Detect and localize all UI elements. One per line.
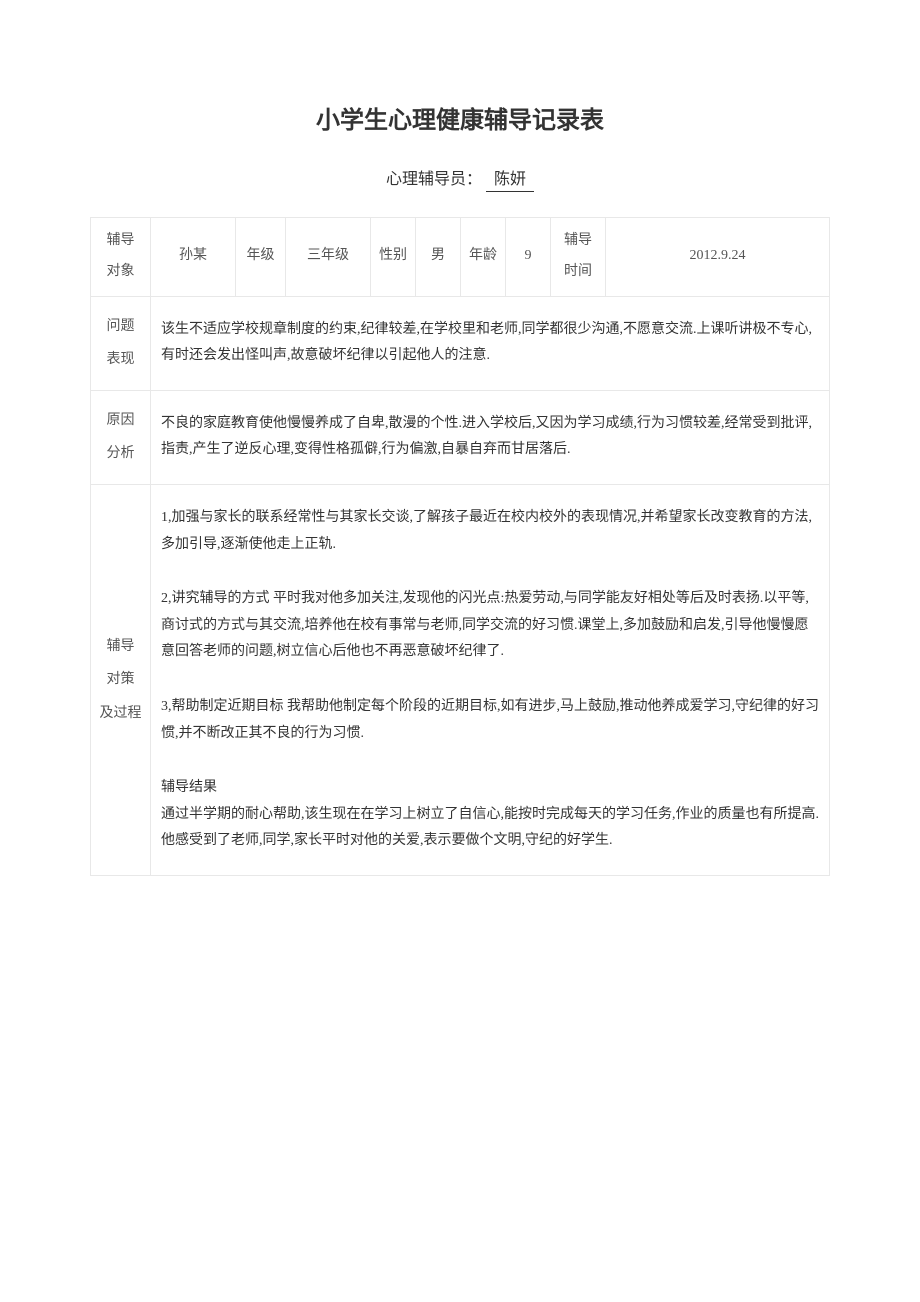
- counselor-line: 心理辅导员： 陈妍: [90, 165, 830, 192]
- strategy-row: 辅导对策及过程 1,加强与家长的联系经常性与其家长交谈,了解孩子最近在校内校外的…: [91, 484, 830, 875]
- grade-label: 年级: [236, 218, 286, 297]
- time-label: 辅导时间: [551, 218, 606, 297]
- counselor-label: 心理辅导员：: [386, 171, 482, 188]
- cause-label: 原因分析: [91, 390, 151, 484]
- age-value: 9: [506, 218, 551, 297]
- age-label: 年龄: [461, 218, 506, 297]
- problem-content: 该生不适应学校规章制度的约束,纪律较差,在学校里和老师,同学都很少沟通,不愿意交…: [151, 296, 830, 390]
- gender-value: 男: [416, 218, 461, 297]
- strategy-label: 辅导对策及过程: [91, 484, 151, 875]
- time-value: 2012.9.24: [606, 218, 830, 297]
- counselor-name: 陈妍: [486, 165, 534, 192]
- strategy-content: 1,加强与家长的联系经常性与其家长交谈,了解孩子最近在校内校外的表现情况,并希望…: [151, 484, 830, 875]
- record-table: 辅导对象 孙某 年级 三年级 性别 男 年龄 9 辅导时间 2012.9.24 …: [90, 217, 830, 876]
- subject-label: 辅导对象: [91, 218, 151, 297]
- result-content: 通过半学期的耐心帮助,该生现在在学习上树立了自信心,能按时完成每天的学习任务,作…: [161, 807, 819, 849]
- problem-label: 问题表现: [91, 296, 151, 390]
- result-label: 辅导结果: [161, 780, 217, 795]
- strategy-p1: 1,加强与家长的联系经常性与其家长交谈,了解孩子最近在校内校外的表现情况,并希望…: [161, 505, 819, 558]
- subject-value: 孙某: [151, 218, 236, 297]
- result-block: 辅导结果 通过半学期的耐心帮助,该生现在在学习上树立了自信心,能按时完成每天的学…: [161, 775, 819, 855]
- header-row: 辅导对象 孙某 年级 三年级 性别 男 年龄 9 辅导时间 2012.9.24: [91, 218, 830, 297]
- gender-label: 性别: [371, 218, 416, 297]
- cause-row: 原因分析 不良的家庭教育使他慢慢养成了自卑,散漫的个性.进入学校后,又因为学习成…: [91, 390, 830, 484]
- cause-content: 不良的家庭教育使他慢慢养成了自卑,散漫的个性.进入学校后,又因为学习成绩,行为习…: [151, 390, 830, 484]
- document-title: 小学生心理健康辅导记录表: [90, 100, 830, 135]
- strategy-p3: 3,帮助制定近期目标 我帮助他制定每个阶段的近期目标,如有进步,马上鼓励,推动他…: [161, 694, 819, 747]
- problem-row: 问题表现 该生不适应学校规章制度的约束,纪律较差,在学校里和老师,同学都很少沟通…: [91, 296, 830, 390]
- grade-value: 三年级: [286, 218, 371, 297]
- strategy-p2: 2,讲究辅导的方式 平时我对他多加关注,发现他的闪光点:热爱劳动,与同学能友好相…: [161, 586, 819, 666]
